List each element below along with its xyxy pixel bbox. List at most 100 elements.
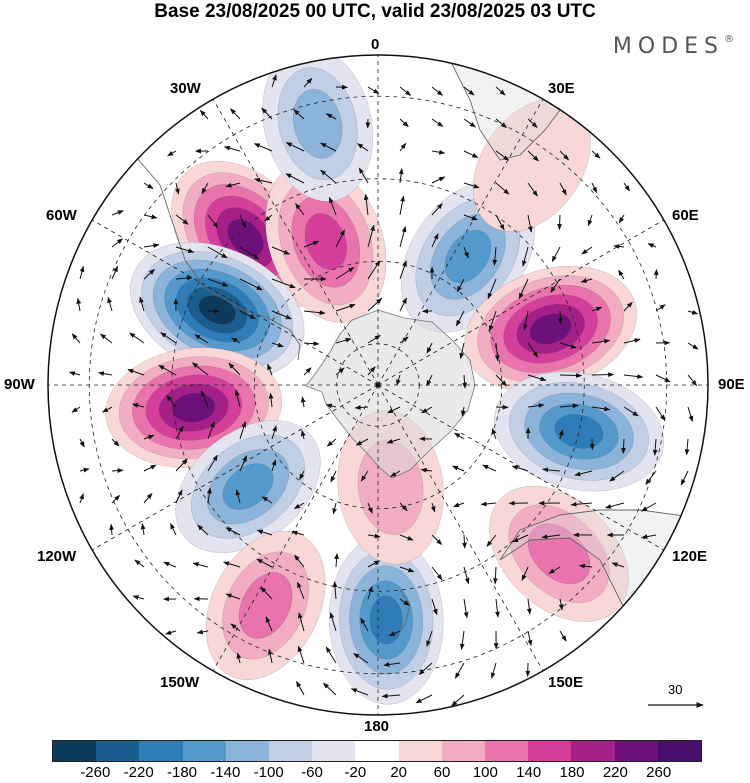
wind-vector-arrow	[645, 470, 657, 485]
wind-vector-arrow	[618, 214, 625, 224]
wind-vector-arrow	[264, 214, 273, 222]
colorbar-tick-label: 20	[390, 764, 407, 781]
wind-vector-arrow	[231, 337, 241, 344]
wind-vector-arrow	[300, 396, 306, 408]
colorbar-segment	[269, 741, 313, 761]
wind-vector-arrow	[621, 438, 626, 455]
wind-vector-arrow	[330, 470, 337, 483]
wind-vector-arrow	[420, 467, 433, 473]
wind-vector-arrow	[334, 553, 339, 568]
colorbar-tick-label: 100	[472, 764, 498, 781]
modes-logo: MODES®	[613, 34, 734, 59]
meridian-line	[212, 99, 379, 386]
brand-text: MODES	[612, 34, 724, 59]
wind-vector-arrow	[207, 278, 229, 287]
wind-vector-arrow	[418, 662, 433, 675]
wind-vector-arrow	[271, 74, 277, 88]
wind-vector-arrow	[296, 681, 305, 696]
colorbar-tick-label: 180	[559, 764, 585, 781]
wind-vector-arrow	[527, 630, 533, 647]
wind-vector-arrow	[463, 118, 476, 128]
wind-vector-arrow	[574, 470, 593, 477]
wind-vector-arrow	[355, 438, 369, 446]
wind-vector-arrow	[71, 333, 81, 344]
colorbar-segment	[441, 741, 486, 761]
wind-vector-arrow	[303, 77, 313, 88]
wind-vector-arrow	[165, 630, 177, 635]
wind-vector-arrow	[129, 332, 145, 344]
wind-vector-arrow	[230, 623, 241, 632]
wind-vector-arrow	[357, 143, 369, 152]
lon-label-30e: 30E	[548, 80, 575, 97]
wind-vector-arrow	[207, 454, 218, 472]
wind-vector-arrow	[143, 492, 153, 504]
lon-label-120e: 120E	[672, 548, 708, 565]
wind-vector-arrow	[495, 118, 508, 129]
wind-vector-arrow	[367, 334, 381, 344]
wind-vector-arrow	[140, 523, 146, 536]
wind-vector-arrow	[143, 434, 155, 440]
wind-vector-arrow	[488, 310, 497, 332]
wind-vector-arrow	[462, 374, 467, 389]
wind-vector-arrow	[109, 523, 114, 536]
wind-vector-arrow	[623, 338, 641, 344]
wind-vector-arrow	[399, 598, 410, 606]
wind-vector-arrow	[303, 367, 312, 376]
wind-vector-arrow	[431, 233, 439, 248]
wind-vector-arrow	[271, 246, 291, 255]
new-zealand-coast	[394, 589, 411, 636]
wind-vector-arrow	[360, 617, 369, 632]
wind-vector-arrow	[134, 559, 145, 568]
wind-vector-arrow	[76, 297, 82, 312]
wind-vector-arrow	[350, 688, 369, 696]
wind-vector-arrow	[463, 214, 478, 221]
wind-vector-arrow	[454, 432, 465, 440]
wind-vector-arrow	[527, 182, 538, 197]
wind-vector-arrow	[285, 173, 305, 184]
wind-vector-arrow	[71, 406, 81, 413]
colorbar-tick-label: -260	[80, 764, 111, 781]
graticule	[48, 55, 708, 715]
wind-vector-arrow	[206, 487, 212, 504]
colorbar	[52, 740, 702, 762]
meridian-line	[212, 384, 379, 671]
polar-stereographic-map	[47, 54, 709, 716]
wind-vector-arrow	[383, 662, 401, 667]
positive-100W-45S-contour	[172, 392, 216, 423]
lon-label-180: 180	[364, 718, 390, 735]
wind-vector-arrow	[111, 468, 124, 474]
wind-vector-arrow	[463, 598, 469, 619]
wind-vector-arrow	[623, 301, 633, 312]
wind-vector-arrow	[542, 467, 561, 473]
wind-vector-arrow	[463, 86, 475, 96]
wind-vector-arrow	[462, 534, 467, 549]
wind-vector-arrow	[207, 246, 228, 259]
wind-vector-arrow	[111, 495, 121, 504]
wind-vector-arrow	[200, 389, 209, 408]
meridian-line	[92, 219, 379, 386]
wind-vector-arrow	[332, 502, 337, 515]
lon-label-150w: 150W	[160, 674, 200, 691]
wind-vector-arrow	[298, 612, 305, 632]
negative-103E-40S-contour	[554, 414, 604, 449]
wind-vector-arrow	[492, 246, 498, 266]
lon-label-90e: 90E	[718, 376, 745, 393]
wind-vector-arrow	[175, 246, 195, 254]
wind-vector-arrow	[430, 502, 436, 513]
wind-vector-arrow	[591, 150, 601, 159]
wind-vector-arrow	[399, 260, 407, 280]
wind-vector-arrow	[527, 150, 539, 162]
latitude-circle	[171, 178, 585, 592]
wind-vector-arrow	[495, 182, 510, 195]
wind-vector-arrow	[225, 182, 241, 188]
wind-vector-arrow	[167, 150, 177, 157]
wind-vector-arrow	[487, 278, 497, 300]
wind-vector-arrow	[415, 694, 433, 704]
wind-vector-arrow	[386, 438, 401, 444]
map-border	[47, 54, 709, 716]
wind-vector-arrow	[557, 214, 562, 231]
wind-vector-arrow	[332, 581, 338, 600]
wind-vector-arrow	[267, 363, 273, 376]
wind-vector-arrow	[687, 309, 699, 315]
colorbar-segment	[485, 741, 529, 761]
